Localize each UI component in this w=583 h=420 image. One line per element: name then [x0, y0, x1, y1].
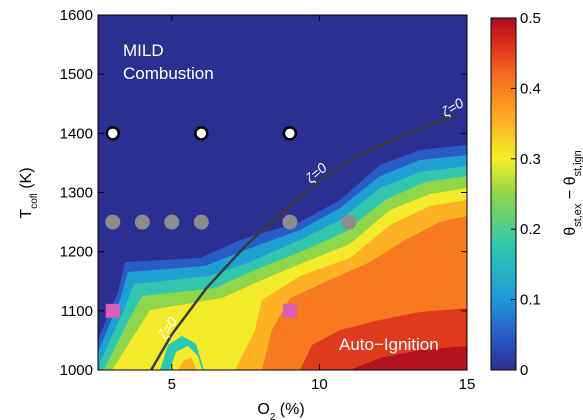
marker-white-circle	[105, 126, 121, 141]
x-tick-label: 10	[311, 376, 328, 393]
colorbar-tick-label: 0.1	[520, 292, 541, 309]
colorbar-title-sub2: st,ign	[572, 150, 583, 176]
y-tick-label: 1600	[60, 7, 93, 24]
marker-gray-circle	[134, 214, 150, 230]
y-tick-label: 1200	[60, 244, 93, 261]
colorbar-tick-label: 0.4	[520, 80, 541, 97]
y-tick-label: 1400	[60, 125, 93, 142]
marker-gray-circle	[341, 214, 357, 230]
region-label-auto-ignition: Auto−Ignition	[339, 335, 439, 354]
heat-band-dark-red	[350, 346, 467, 370]
marker-group	[105, 126, 357, 318]
y-axis-title-main: T	[18, 209, 35, 219]
y-axis-title-unit: (K)	[18, 167, 35, 193]
y-tick-label: 1000	[60, 362, 93, 379]
colorbar-tick-label: 0.3	[520, 151, 541, 168]
x-tick-label: 5	[168, 376, 176, 393]
y-axis-title-sub: cofl	[29, 193, 40, 209]
x-axis-title-unit: (%)	[275, 401, 304, 418]
x-axis-title-main: O	[257, 401, 269, 418]
colorbar-ticks: 0 0.1 0.2 0.3 0.4 0.5	[511, 10, 541, 379]
plot-area: ζ=0ζ=0ζ=0	[97, 14, 468, 371]
colorbar-tick-label: 0.5	[520, 10, 541, 27]
y-tick-label: 1300	[60, 185, 93, 202]
marker-white-circle	[282, 126, 298, 141]
marker-gray-circle	[105, 214, 121, 230]
heat-blob-orange-low	[178, 358, 196, 370]
zero-contour-line	[150, 114, 456, 370]
y-axis-title: Tcofl (K)	[18, 167, 40, 218]
y-axis: 1000 1100 1200 1300 1400 1500 1600	[60, 7, 467, 379]
y-tick-label: 1500	[60, 66, 93, 83]
region-label-mild-line1: MILD	[123, 41, 164, 60]
x-axis-title: O2 (%)	[257, 401, 304, 420]
colorbar-tick-label: 0	[520, 362, 528, 379]
marker-gray-circle	[164, 214, 180, 230]
marker-gray-circle	[282, 214, 298, 230]
heat-field	[98, 145, 467, 370]
x-tick-label: 15	[459, 376, 476, 393]
colorbar-title-sub1: st,ex	[572, 203, 583, 227]
marker-magenta-square	[105, 303, 120, 318]
colorbar-tick-label: 0.2	[520, 221, 541, 238]
colorbar: 0 0.1 0.2 0.3 0.4 0.5 θst,ex − θst,ign	[490, 10, 583, 379]
colorbar-title-theta1: θ	[562, 227, 579, 236]
colorbar-title: θst,ex − θst,ign	[562, 150, 583, 236]
marker-magenta-square	[282, 303, 297, 318]
y-tick-label: 1100	[61, 303, 93, 320]
colorbar-gradient	[490, 17, 517, 371]
x-axis-title-sub: 2	[270, 412, 276, 420]
region-labels: MILD Combustion Auto−Ignition	[123, 41, 439, 354]
x-axis: 5 10 15	[168, 15, 476, 393]
marker-white-circle	[194, 126, 209, 141]
marker-gray-circle	[193, 214, 209, 230]
region-label-mild-line2: Combustion	[123, 64, 214, 83]
colorbar-title-sep: − θ	[562, 176, 579, 203]
